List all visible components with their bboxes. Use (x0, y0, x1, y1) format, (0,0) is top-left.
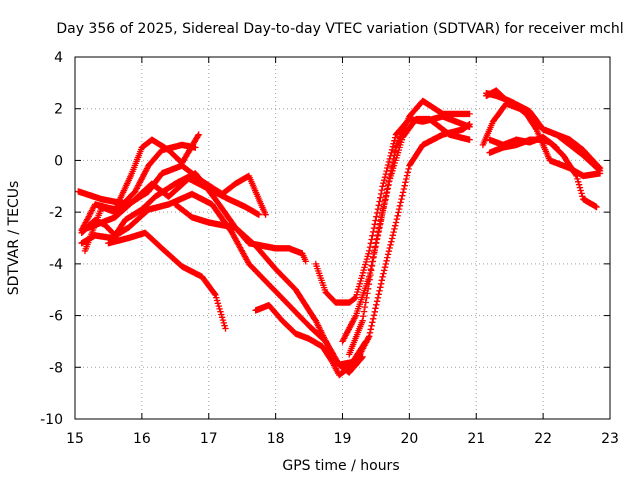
grid (75, 57, 610, 419)
y-tick-label: -8 (49, 360, 63, 376)
series-sat-q (479, 100, 604, 174)
data-point-markers-sat-r (486, 134, 560, 151)
axis-ticks (74, 56, 611, 420)
series-sat-i (252, 302, 360, 379)
x-tick-label: 21 (467, 431, 485, 447)
x-tick-label: 16 (133, 431, 151, 447)
x-tick-label: 17 (200, 431, 218, 447)
series-sat-h (172, 201, 309, 265)
series-sat-j (312, 113, 473, 306)
data-point-markers-sat-g (105, 229, 229, 332)
data-point-markers-sat-h (172, 201, 309, 265)
y-tick-label: 0 (54, 153, 63, 169)
series-sat-m (352, 121, 473, 366)
data-point-markers-sat-f (78, 190, 370, 368)
x-axis-label: GPS time / hours (282, 458, 399, 474)
y-tick-label: -2 (49, 205, 63, 221)
x-tick-label: 23 (601, 431, 619, 447)
data-point-markers-sat-m (352, 121, 473, 366)
x-tick-label: 22 (534, 431, 552, 447)
x-tick-label: 19 (334, 431, 352, 447)
data-point-markers-sat-i (252, 302, 360, 379)
y-tick-label: 2 (54, 102, 63, 118)
x-tick-label: 20 (400, 431, 418, 447)
data-point-markers-sat-j (312, 113, 473, 306)
y-tick-label: -6 (49, 309, 63, 325)
y-tick-label: -10 (40, 412, 63, 428)
series-sat-f (78, 190, 370, 368)
y-tick-label: -4 (49, 257, 63, 273)
y-tick-label: 4 (54, 50, 63, 66)
y-tick-labels: 4 2 0 -2 -4 -6 -8 -10 (40, 50, 63, 428)
chart-title: Day 356 of 2025, Sidereal Day-to-day VTE… (56, 21, 623, 37)
series-sat-g (105, 229, 229, 332)
series-sat-l (346, 115, 473, 358)
data-marks (75, 87, 604, 379)
x-tick-labels: 15 16 17 18 19 20 21 22 23 (66, 431, 619, 447)
y-axis-label: SDTVAR / TECUs (6, 181, 22, 296)
series-sat-r (486, 134, 560, 151)
data-point-markers-sat-q (479, 100, 604, 174)
x-tick-label: 18 (267, 431, 285, 447)
x-tick-label: 15 (66, 431, 84, 447)
data-point-markers-sat-l (346, 115, 473, 358)
